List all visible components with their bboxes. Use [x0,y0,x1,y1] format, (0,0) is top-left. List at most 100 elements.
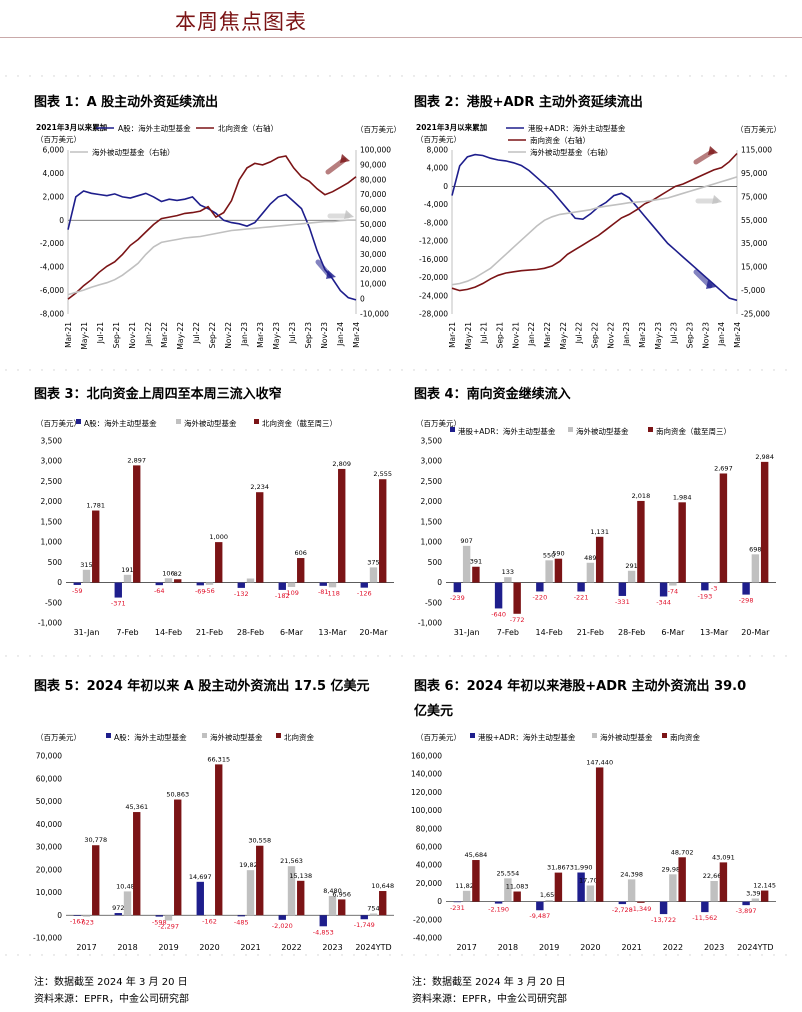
grid-dot [485,954,487,956]
category-label: 2019 [539,943,559,952]
notes-left: 注：数据截至 2024 年 3 月 20 日 资料来源：EPFR，中金公司研究部 [34,974,189,1008]
bar [369,567,378,583]
grid-dot [341,954,343,956]
data-label: -3,897 [736,907,757,915]
grid-dot [185,655,187,657]
grid-dot [437,75,439,77]
bar [504,577,512,583]
grid-dot [281,655,283,657]
bar [472,566,480,583]
grid-dot [389,75,391,77]
data-label: -371 [111,600,126,608]
bar [453,582,462,593]
data-label: 21,563 [280,857,303,865]
data-label: -598 [152,919,167,927]
grid-dot [161,75,163,77]
arrow-right-gray-head [344,210,354,219]
grid-dot [209,954,211,956]
bar [472,860,480,902]
grid-dot [509,954,511,956]
data-label: 391 [470,558,482,566]
y-tick-label: 60,000 [36,774,62,783]
y-tick-label-right: 50,000 [360,220,386,229]
grid-dot [605,369,607,371]
bar [719,473,728,583]
grid-dot [197,369,199,371]
category-label: 2017 [456,943,476,952]
category-label: 2023 [704,943,724,952]
grid-dot [401,954,403,956]
grid-dot [713,655,715,657]
grid-dot [125,75,127,77]
legend-swatch [450,427,455,432]
grid-dot [257,75,259,77]
bar [618,582,627,596]
data-label: 972 [112,904,124,912]
grid-dot [497,369,499,371]
series-line-3 [451,176,738,286]
y-tick-label-right: 70,000 [360,190,386,199]
category-label: 2022 [663,943,683,952]
bar [328,895,337,916]
x-tick-label: Mar-21 [448,322,457,348]
data-label: 8,480 [323,887,342,895]
grid-dot [125,369,127,371]
legend-label: A股：海外主动型基金 [118,123,191,133]
grid-dot [257,954,259,956]
y-tick-label: -1,000 [38,619,62,628]
grid-dot [461,369,463,371]
grid-dot [65,75,67,77]
bar [701,582,709,591]
grid-dot [269,655,271,657]
grid-dot [725,75,727,77]
x-tick-label: Jul-23 [670,322,679,345]
grid-dot [353,75,355,77]
data-label: 10,483 [116,882,139,890]
grid-dot [197,954,199,956]
y-tick-label-left: 2,000 [43,192,65,201]
data-label: 1,781 [86,502,105,510]
chart-title: 图表 5：2024 年初以来 A 股主动外资流出 17.5 亿美元 [34,678,370,694]
grid-dot [101,369,103,371]
data-label: -81 [318,588,329,596]
bar [133,812,141,916]
grid-dot [485,75,487,77]
category-label: 2020 [199,943,219,952]
bar [379,479,387,583]
y-tick-label: 40,000 [416,861,442,870]
grid-dot [509,655,511,657]
grid-dot [17,369,19,371]
grid-dot [749,655,751,657]
grid-dot [341,75,343,77]
data-label: 12,145 [753,882,776,890]
legend-swatch [648,427,653,432]
grid-dot [425,954,427,956]
grid-dot [617,655,619,657]
x-tick-label: Sep-23 [304,322,313,349]
data-label: -56 [204,587,215,595]
grid-dot [773,75,775,77]
data-label: -220 [532,593,547,601]
category-label: 6-Mar [280,628,304,637]
grid-dot [89,75,91,77]
x-tick-label: Jan-22 [144,322,153,347]
data-label: 17,705 [579,876,602,884]
x-tick-label: Nov-23 [320,322,329,349]
grid-dot [593,954,595,956]
bar [215,542,223,583]
bar [669,874,677,902]
grid-dot [53,369,55,371]
grid-dot [281,369,283,371]
y-tick-label: -500 [425,598,442,607]
data-label: -331 [615,598,630,606]
chart-title: 图表 6：2024 年初以来港股+ADR 主动外资流出 39.0 [414,678,746,694]
y-tick-label: 80,000 [416,824,442,833]
data-label: 291 [625,562,637,570]
category-label: 28-Feb [237,628,264,637]
grid-dot [89,369,91,371]
legend-label: 北向资金（右轴） [218,123,278,133]
bar [256,492,264,583]
grid-dot [641,75,643,77]
grid-dot [5,369,7,371]
grid-dot [329,75,331,77]
